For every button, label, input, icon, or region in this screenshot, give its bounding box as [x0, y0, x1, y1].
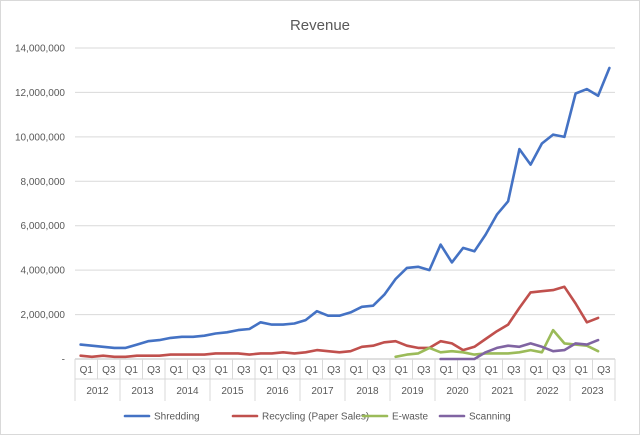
y-tick-label: 2,000,000 — [21, 310, 66, 321]
quarter-tick-label: Q3 — [462, 365, 476, 376]
y-tick-label: 6,000,000 — [21, 221, 66, 232]
year-tick-label: 2013 — [131, 386, 154, 397]
series-line-shredding — [79, 66, 611, 350]
quarter-tick-label: Q1 — [350, 365, 364, 376]
year-tick-label: 2020 — [446, 386, 469, 397]
quarter-tick-label: Q3 — [597, 365, 611, 376]
year-tick-label: 2012 — [86, 386, 109, 397]
series-line-scanning — [439, 338, 600, 361]
y-tick-label: - — [62, 355, 65, 366]
series-lines — [79, 66, 611, 361]
quarter-tick-label: Q3 — [282, 365, 296, 376]
quarter-tick-label: Q1 — [440, 365, 454, 376]
quarter-tick-label: Q1 — [395, 365, 409, 376]
quarter-tick-label: Q1 — [530, 365, 544, 376]
quarter-tick-label: Q3 — [507, 365, 521, 376]
year-tick-label: 2016 — [266, 386, 289, 397]
chart-title: Revenue — [290, 17, 350, 34]
quarter-tick-label: Q1 — [260, 365, 274, 376]
year-tick-label: 2017 — [311, 386, 334, 397]
quarter-tick-label: Q3 — [552, 365, 566, 376]
year-tick-label: 2023 — [581, 386, 604, 397]
quarter-tick-label: Q1 — [305, 365, 319, 376]
quarter-tick-label: Q3 — [417, 365, 431, 376]
y-tick-label: 10,000,000 — [15, 132, 65, 143]
quarter-tick-label: Q1 — [215, 365, 229, 376]
year-tick-label: 2014 — [176, 386, 199, 397]
quarter-tick-label: Q3 — [372, 365, 386, 376]
series-line-e-waste — [394, 328, 600, 359]
year-tick-label: 2018 — [356, 386, 379, 397]
quarter-tick-label: Q3 — [102, 365, 116, 376]
series-line-recycling-paper-sales — [79, 285, 600, 359]
legend-label: Recycling (Paper Sales) — [262, 412, 369, 423]
quarter-tick-label: Q1 — [575, 365, 589, 376]
y-tick-label: 12,000,000 — [15, 88, 65, 99]
year-tick-label: 2019 — [401, 386, 424, 397]
y-tick-label: 8,000,000 — [21, 177, 66, 188]
quarter-tick-label: Q3 — [237, 365, 251, 376]
y-tick-label: 4,000,000 — [21, 266, 66, 277]
legend-label: E-waste — [392, 412, 429, 423]
y-tick-label: 14,000,000 — [15, 44, 65, 55]
quarter-tick-label: Q1 — [125, 365, 139, 376]
quarter-tick-label: Q1 — [170, 365, 184, 376]
y-axis: - 2,000,000 4,000,000 6,000,000 8,000,000 10,… — [15, 44, 65, 366]
legend: Shredding Recycling (Paper Sales) E-waste S… — [123, 412, 511, 423]
legend-label: Shredding — [154, 412, 200, 423]
year-tick-label: 2021 — [491, 386, 514, 397]
legend-label: Scanning — [469, 412, 511, 423]
year-tick-label: 2015 — [221, 386, 244, 397]
quarter-tick-label: Q1 — [80, 365, 94, 376]
year-tick-label: 2022 — [536, 386, 559, 397]
quarter-tick-label: Q1 — [485, 365, 499, 376]
gridlines — [75, 47, 615, 316]
quarter-tick-label: Q3 — [192, 365, 206, 376]
quarter-tick-label: Q3 — [327, 365, 341, 376]
quarter-tick-label: Q3 — [147, 365, 161, 376]
x-axis: Q1 Q3 Q1 Q3 Q1 Q3 Q1 Q3 Q1 Q3 Q1 Q3 Q1 Q3 Q1 Q3 Q1 Q3 Q1 Q3… — [74, 358, 616, 401]
